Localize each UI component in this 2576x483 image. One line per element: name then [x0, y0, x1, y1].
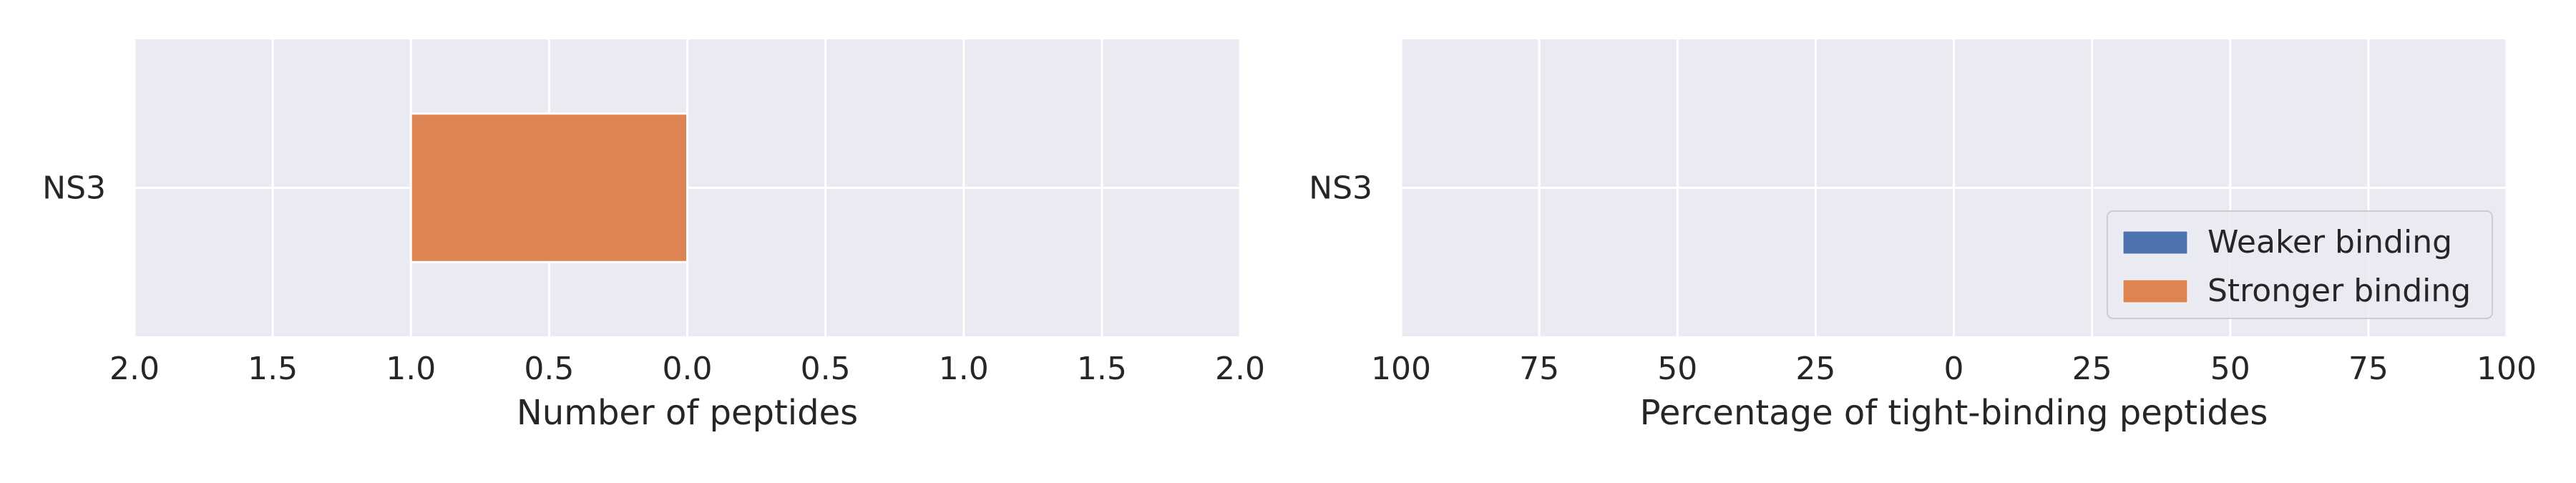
x-axis-label: Number of peptides — [517, 393, 858, 433]
chart-panel-percentage-tight-binding: NS3 100 75 50 25 0 25 50 75 100 Percentage of tigh… — [1309, 39, 2537, 433]
legend-label: Stronger binding — [2207, 273, 2471, 309]
x-tick-label: 50 — [1657, 351, 1697, 387]
x-tick-label: 25 — [1795, 351, 1835, 387]
x-tick-label: 2.0 — [109, 351, 160, 387]
legend-frame — [2107, 210, 2493, 319]
x-tick-label: 0.5 — [801, 351, 851, 387]
legend-swatch — [2122, 230, 2188, 255]
x-tick-label: 1.0 — [386, 351, 436, 387]
x-tick-label: 75 — [1519, 351, 1559, 387]
x-tick-label: 1.0 — [939, 351, 989, 387]
x-axis-label: Percentage of tight-binding peptides — [1640, 393, 2268, 433]
y-tick-label: NS3 — [1309, 170, 1372, 207]
x-tick-label: 0 — [1944, 351, 1964, 387]
x-tick-label: 1.5 — [248, 351, 298, 387]
x-tick-label: 100 — [2477, 351, 2537, 387]
x-tick-label: 100 — [1371, 351, 1431, 387]
legend-swatch — [2122, 279, 2188, 303]
x-tick-label: 25 — [2072, 351, 2112, 387]
legend-label: Weaker binding — [2207, 224, 2452, 260]
x-tick-label: 75 — [2348, 351, 2389, 387]
x-tick-label: 1.5 — [1077, 351, 1127, 387]
x-tick-label: 0.0 — [663, 351, 713, 387]
y-tick-label: NS3 — [42, 170, 106, 207]
x-tick-label: 2.0 — [1215, 351, 1265, 387]
x-tick-label: 0.5 — [524, 351, 574, 387]
legend: Weaker binding Stronger binding — [2107, 210, 2493, 319]
chart-panel-number-of-peptides: NS3 2.0 1.5 1.0 0.5 0.0 0.5 1.0 1.5 2.0 Number of … — [42, 39, 1265, 433]
x-tick-label: 50 — [2210, 351, 2250, 387]
bar-stronger-binding — [409, 112, 688, 263]
